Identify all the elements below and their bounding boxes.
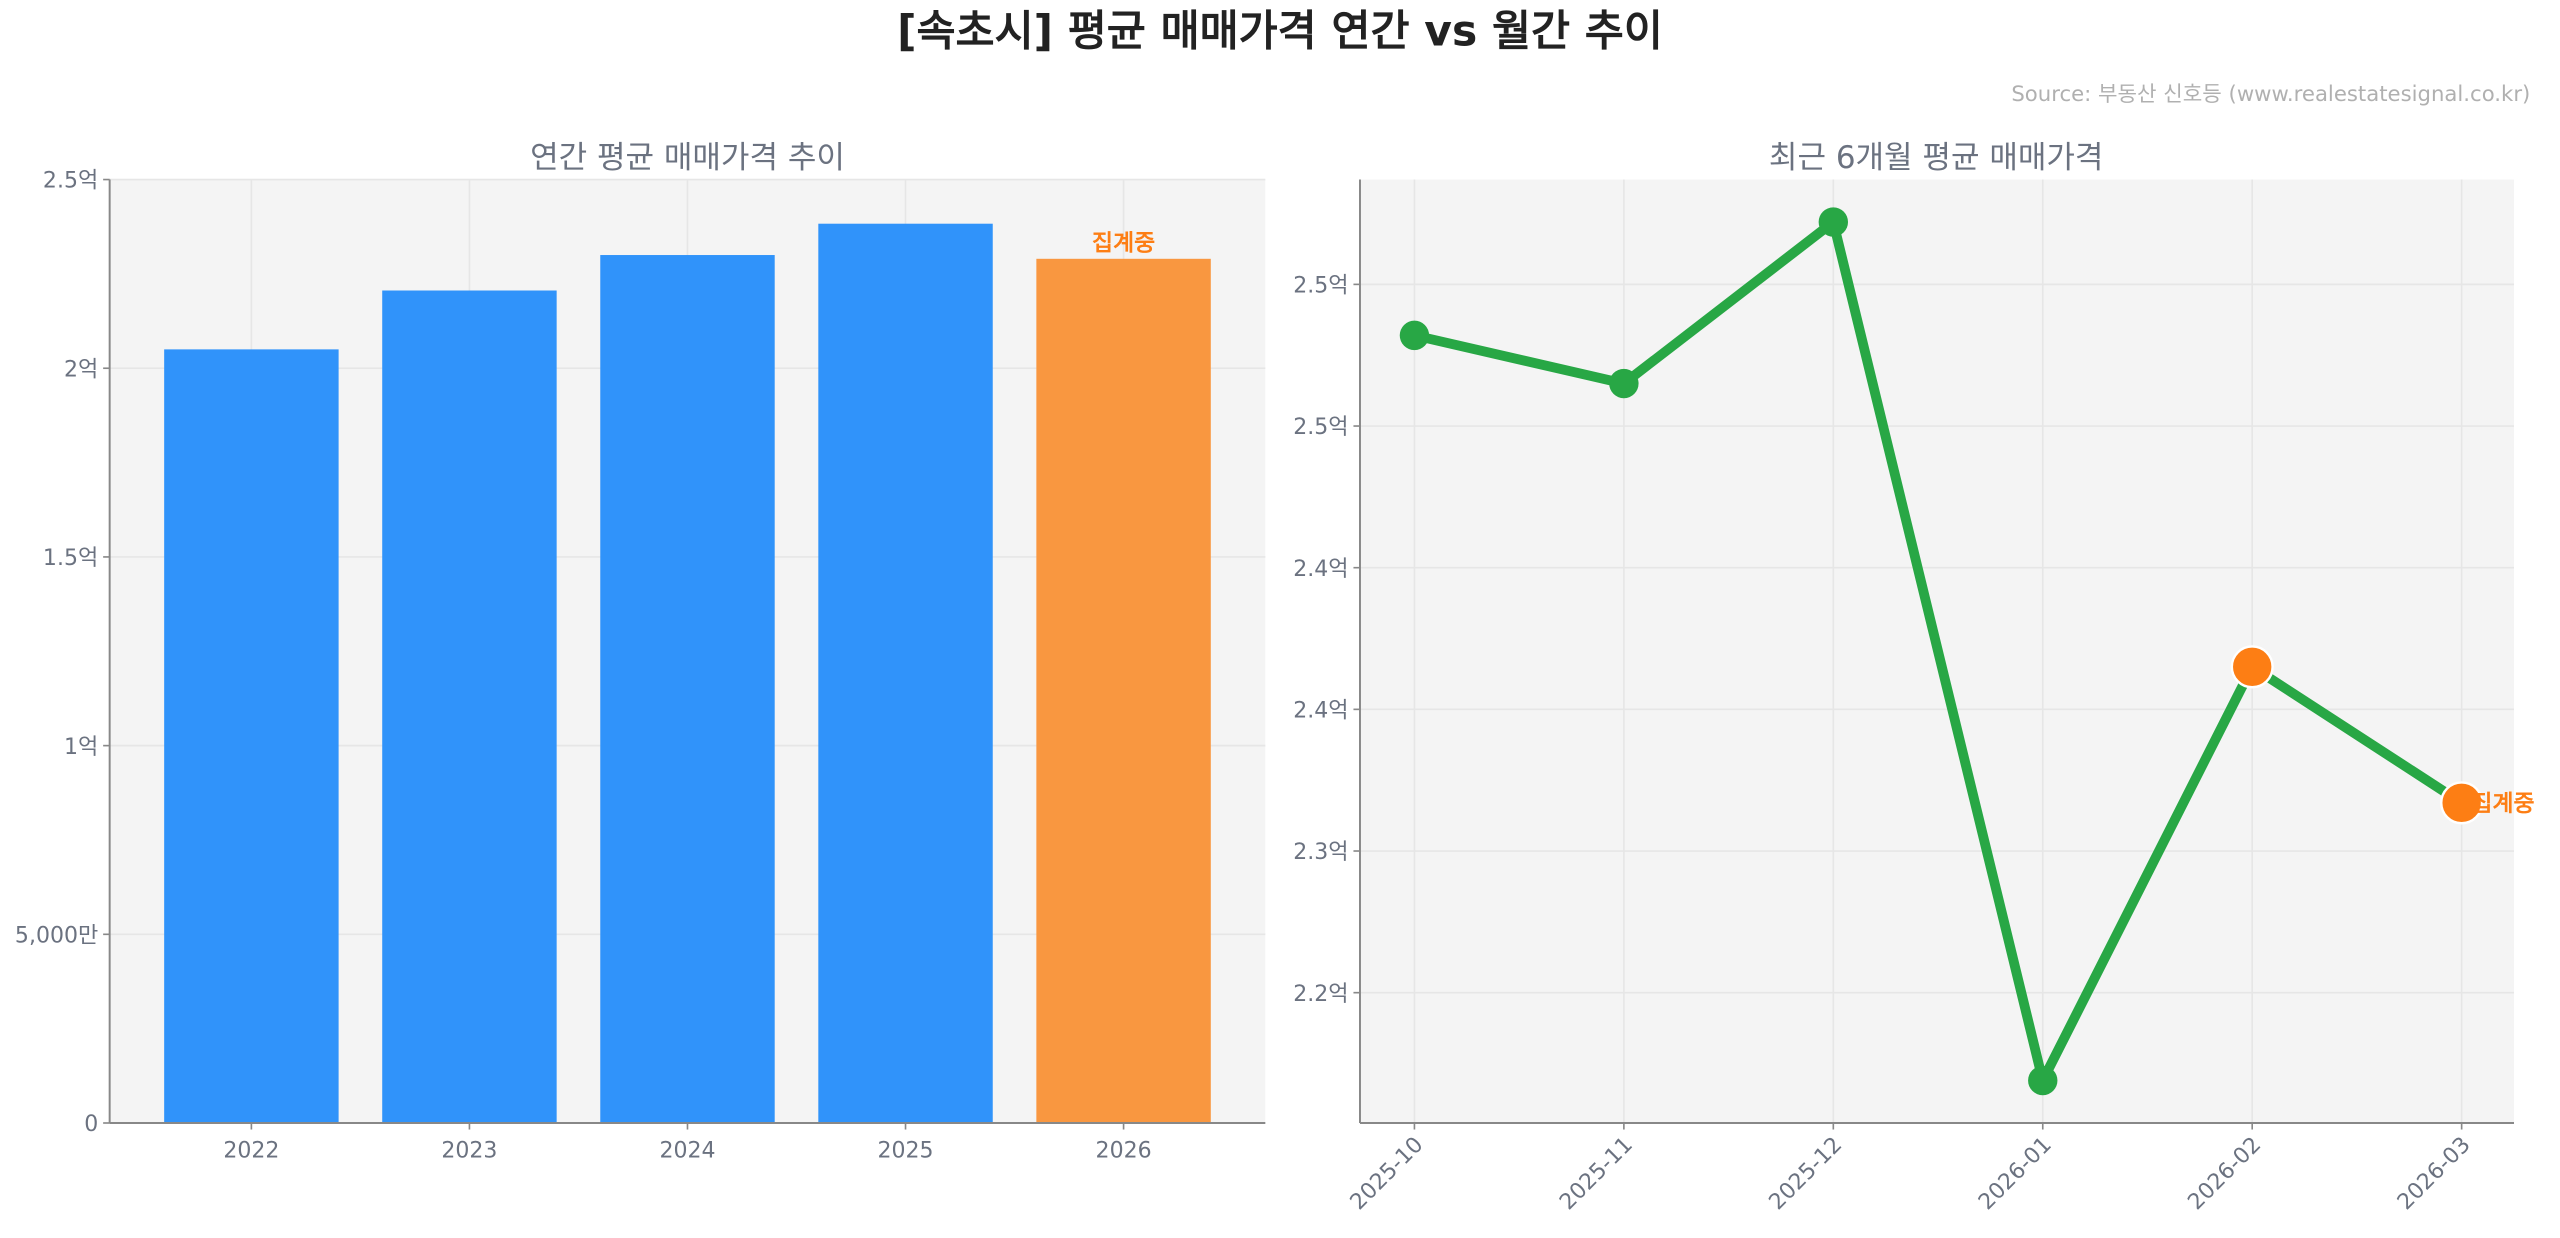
y-tick-label: 2억	[64, 357, 98, 382]
partial-point-2026-02	[2230, 645, 2274, 689]
partial-label: 집계중	[1092, 231, 1155, 257]
bar-2026	[1036, 258, 1211, 1124]
x-tick-label: 2026	[1096, 1138, 1152, 1163]
y-tick-label: 1억	[64, 735, 98, 760]
data-point-2026-01	[2028, 1065, 2058, 1096]
bar-2023	[382, 290, 557, 1124]
y-tick-label: 5,000만	[15, 923, 98, 948]
y-tick-label: 2.5억	[1293, 415, 1348, 440]
x-tick-label: 2022	[223, 1138, 279, 1163]
monthly-chart-title: 최근 6개월 평균 매매가격	[1769, 140, 2103, 176]
partial-label: 집계중	[2471, 791, 2534, 817]
x-tick-label: 2025-11	[1555, 1132, 1638, 1215]
partial-point-2026-03	[2440, 781, 2484, 825]
data-point-2025-11	[1609, 368, 1639, 399]
figure-title: [속초시] 평균 매매가격 연간 vs 월간 추이	[897, 8, 1663, 57]
series-line	[1413, 217, 2465, 1086]
y-tick-label: 2.4억	[1293, 557, 1348, 582]
y-tick-label: 2.2억	[1293, 982, 1348, 1007]
x-tick-label: 2023	[441, 1138, 497, 1163]
y-tick-label: 2.5억	[43, 169, 98, 194]
x-tick-label: 2025	[878, 1138, 934, 1163]
y-tick-label: 1.5억	[43, 546, 98, 571]
x-tick-label: 2026-02	[2184, 1132, 2267, 1215]
bar-2024	[600, 255, 775, 1124]
y-tick-label: 2.3억	[1293, 840, 1348, 865]
annual-chart-title: 연간 평균 매매가격 추이	[530, 140, 845, 176]
data-point-2025-12	[1818, 207, 1849, 237]
source-note: Source: 부동산 신호등 (www.realestatesignal.co…	[2011, 82, 2530, 107]
bar-2022	[164, 349, 339, 1124]
x-tick-label: 2025-12	[1765, 1132, 1848, 1215]
x-tick-label: 2025-10	[1346, 1132, 1429, 1215]
monthly-line-chart: 최근 6개월 평균 매매가격 2.2억 2.3억 2.4억 2.4억 2.5억 2.5억 2…	[1293, 140, 2534, 1215]
x-tick-label: 2024	[659, 1138, 715, 1163]
x-tick-label: 2026-03	[2393, 1132, 2476, 1215]
y-tick-label: 0	[84, 1112, 98, 1137]
bar-2025	[818, 223, 993, 1124]
annual-bar-chart: 연간 평균 매매가격 추이 0 5,000만 1억 1.5억 2억 2.5억 2022 202…	[15, 140, 1266, 1163]
x-tick-label: 2026-01	[1974, 1132, 2057, 1215]
y-tick-label: 2.4억	[1293, 699, 1348, 724]
y-tick-label: 2.5억	[1293, 274, 1348, 299]
data-point-2025-10	[1399, 320, 1430, 351]
